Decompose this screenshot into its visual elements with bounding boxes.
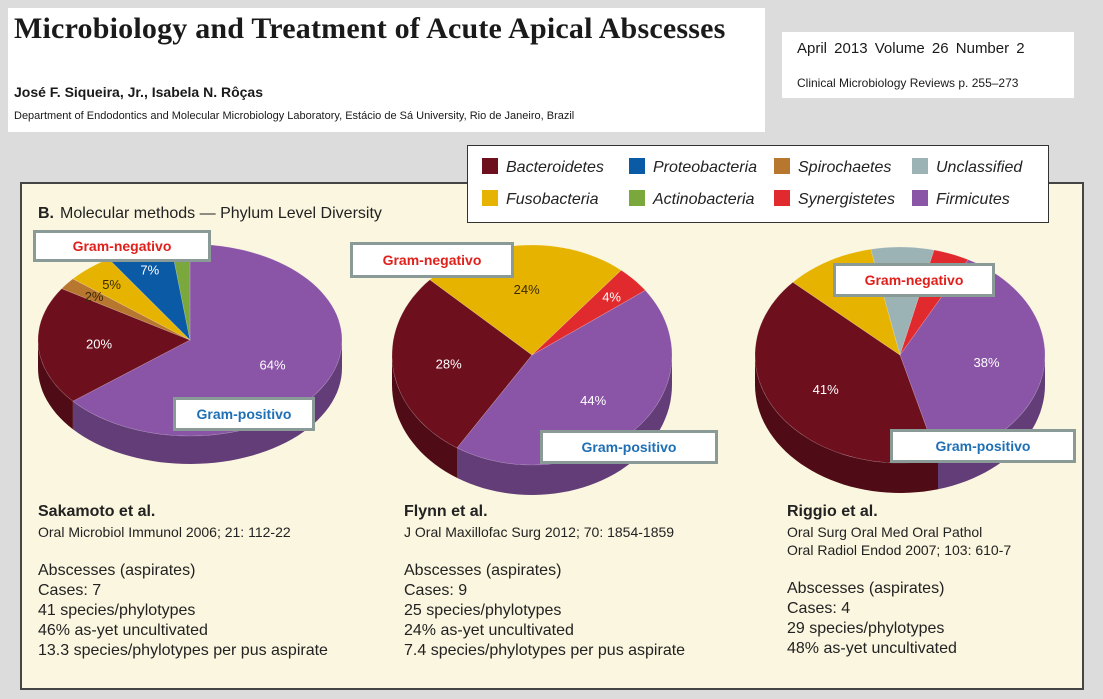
pie-slice [754,281,939,464]
pie-slice [531,269,646,356]
pie-slice-label: 24% [514,282,540,297]
legend-label: Unclassified [936,159,1023,176]
study-author: Flynn et al. [404,503,488,520]
pie-side [38,340,73,430]
pie-slice-label: 28% [436,356,462,371]
legend-item: Fusobacteria [482,190,599,210]
study-citation: Oral Surg Oral Med Oral Pathol [787,524,983,540]
pie-slice [72,243,343,437]
legend: Bacteroidetes Proteobacteria Spirochaetes U… [467,145,1049,223]
study-stat: Cases: 4 [787,600,851,617]
legend-item: Spirochaetes [774,158,891,178]
legend-label: Firmicutes [936,191,1010,208]
study-citation: J Oral Maxillofac Surg 2012; 70: 1854-18… [404,524,675,540]
legend-swatch [629,158,645,174]
legend-label: Spirochaetes [798,159,892,176]
gram-negative-label: Gram-negativo [350,242,514,278]
pie-slice-label: 7% [140,263,159,278]
journal-info: Clinical Microbiology Reviews p. 255–273 [797,76,1019,90]
gram-positive-label: Gram-positivo [173,397,315,431]
pie-slice-label: 2% [85,289,104,304]
gram-negative-label: Gram-negativo [833,263,995,297]
pie-chart: 64% 20% 2%5% 7% [37,243,343,464]
panel-letter: B. [38,205,54,222]
study-stat: 24% as-yet uncultivated [404,622,574,639]
title-panel [8,8,765,132]
pie-slice-label: 5% [102,277,121,292]
pie-side [72,340,343,464]
legend-item: Bacteroidetes [482,158,604,178]
legend-swatch [774,190,790,206]
study-citation: Oral Microbiol Immunol 2006; 21: 112-22 [38,524,291,540]
authors: José F. Siqueira, Jr., Isabela N. Rôças [14,84,264,100]
legend-swatch [912,158,928,174]
gram-positive-label: Gram-positivo [890,429,1076,463]
pie-side [392,355,457,478]
study-stat: 48% as-yet uncultivated [787,640,957,657]
legend-label: Bacteroidetes [506,159,604,176]
legend-swatch [482,190,498,206]
legend-label: Proteobacteria [653,159,758,176]
affiliation: Department of Endodontics and Molecular … [14,110,575,122]
study-stat: Abscesses (aspirates) [787,580,945,597]
study-author: Sakamoto et al. [38,503,156,520]
issue-info: April 2013 Volume 26 Number 2 [797,40,1025,57]
study-stat: Cases: 7 [38,582,102,599]
study-stat: 13.3 species/phylotypes per pus aspirate [38,642,328,659]
gram-negative-label: Gram-negativo [33,230,211,262]
legend-label: Fusobacteria [506,191,599,208]
panel-title: B. Molecular methods — Phylum Level Diver… [38,205,382,223]
study-stat: 29 species/phylotypes [787,620,945,637]
legend-swatch [912,190,928,206]
legend-item: Unclassified [912,158,1022,178]
study-stat: Abscesses (aspirates) [38,562,196,579]
study-stat: 41 species/phylotypes [38,602,196,619]
gram-positive-label: Gram-positivo [540,430,718,464]
study-stat: Cases: 9 [404,582,468,599]
legend-swatch [774,158,790,174]
legend-item: Firmicutes [912,190,1010,210]
study-stat: 25 species/phylotypes [404,602,562,619]
pie-slice-label: 41% [813,382,839,397]
panel-title-text: Molecular methods — Phylum Level Diversi… [60,205,382,222]
study-stat: 46% as-yet uncultivated [38,622,208,639]
legend-label: Actinobacteria [653,191,755,208]
pie-slice [391,279,533,449]
legend-label: Synergistetes [798,191,895,208]
page-title: Microbiology and Treatment of Acute Apic… [14,12,726,45]
pie-slice-label: 38% [973,355,999,370]
pie-side [755,355,938,493]
study-riggio: Riggio et al. Oral Surg Oral Med Oral Pa… [787,501,1011,659]
legend-item: Actinobacteria [629,190,754,210]
legend-item: Synergistetes [774,190,895,210]
study-stat: 7.4 species/phylotypes per pus aspirate [404,642,686,659]
pie-slice-label: 44% [580,393,606,408]
pie-slice-label: 20% [86,337,112,352]
legend-swatch [629,190,645,206]
legend-item: Proteobacteria [629,158,757,178]
study-citation: Oral Radiol Endod 2007; 103: 610-7 [787,542,1012,558]
study-flynn: Flynn et al. J Oral Maxillofac Surg 2012… [404,501,685,661]
study-stat: Abscesses (aspirates) [404,562,562,579]
pie-slice [37,288,191,402]
pie-slice-label: 4% [602,289,621,304]
study-sakamoto: Sakamoto et al. Oral Microbiol Immunol 2… [38,501,328,661]
journal-panel [782,32,1074,98]
legend-swatch [482,158,498,174]
pie-slice-label: 64% [259,358,285,373]
study-author: Riggio et al. [787,503,878,520]
